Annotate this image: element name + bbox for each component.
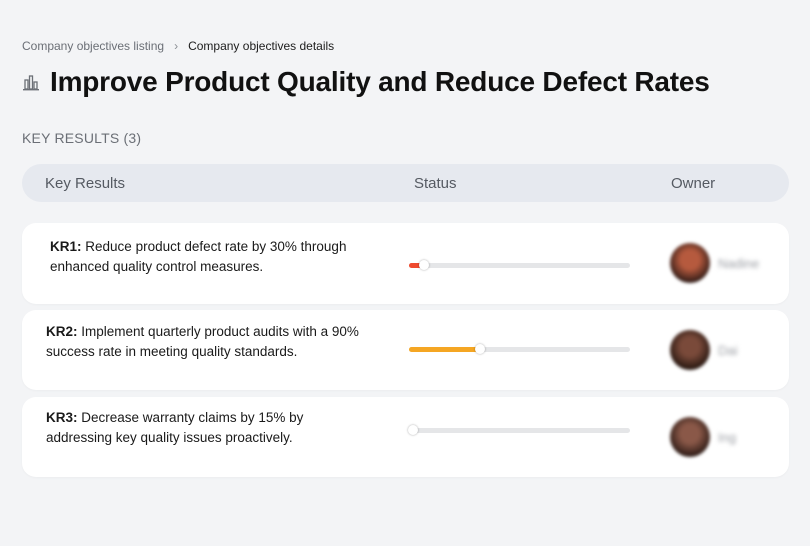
key-result-description: Decrease warranty claims by 15% by addre…	[46, 410, 304, 445]
owner-name: Dai	[718, 342, 738, 358]
key-result-row-1[interactable]: KR1: Reduce product defect rate by 30% t…	[22, 223, 789, 304]
key-results-count-label: KEY RESULTS (3)	[22, 130, 142, 146]
key-result-code: KR3:	[46, 410, 78, 425]
breadcrumb-link-listing[interactable]: Company objectives listing	[22, 39, 165, 53]
status-progress-fill	[409, 263, 425, 268]
avatar	[670, 417, 710, 457]
key-result-code: KR2:	[46, 324, 78, 339]
key-result-description: Implement quarterly product audits with …	[46, 324, 359, 359]
key-result-text: KR1: Reduce product defect rate by 30% t…	[50, 237, 376, 277]
column-header-owner: Owner	[671, 175, 716, 192]
key-result-row-2[interactable]: KR2: Implement quarterly product audits …	[22, 310, 789, 390]
owner-cell[interactable]: Dai	[670, 330, 738, 370]
status-progress-bar	[409, 260, 630, 270]
status-progress-handle[interactable]	[474, 344, 485, 354]
page-title: Improve Product Quality and Reduce Defec…	[50, 66, 710, 97]
breadcrumb-current: Company objectives details	[188, 39, 335, 53]
key-result-description: Reduce product defect rate by 30% throug…	[50, 239, 347, 274]
key-results-table-header: Key Results Status Owner	[22, 164, 789, 202]
key-result-text: KR3: Decrease warranty claims by 15% by …	[46, 408, 372, 448]
column-header-key-results: Key Results	[45, 175, 126, 192]
status-progress-handle[interactable]	[408, 425, 419, 435]
status-progress-bar	[409, 344, 630, 354]
status-progress-bar	[408, 425, 630, 435]
key-result-row-3[interactable]: KR3: Decrease warranty claims by 15% by …	[22, 397, 789, 477]
owner-cell[interactable]: Ing	[670, 417, 736, 457]
building-chart-icon	[22, 73, 40, 91]
avatar	[670, 330, 710, 370]
objective-header: Improve Product Quality and Reduce Defec…	[22, 66, 710, 98]
key-result-text: KR2: Implement quarterly product audits …	[46, 322, 372, 362]
owner-name: Nadine	[718, 255, 760, 271]
status-progress-fill	[409, 347, 480, 352]
breadcrumb: Company objectives listing › Company obj…	[22, 39, 334, 53]
key-result-code: KR1:	[50, 239, 82, 254]
chevron-right-icon: ›	[174, 39, 179, 53]
status-progress-handle[interactable]	[419, 260, 430, 270]
avatar	[670, 243, 710, 283]
owner-cell[interactable]: Nadine	[670, 243, 759, 283]
column-header-status: Status	[414, 175, 457, 192]
owner-name: Ing	[718, 429, 737, 445]
